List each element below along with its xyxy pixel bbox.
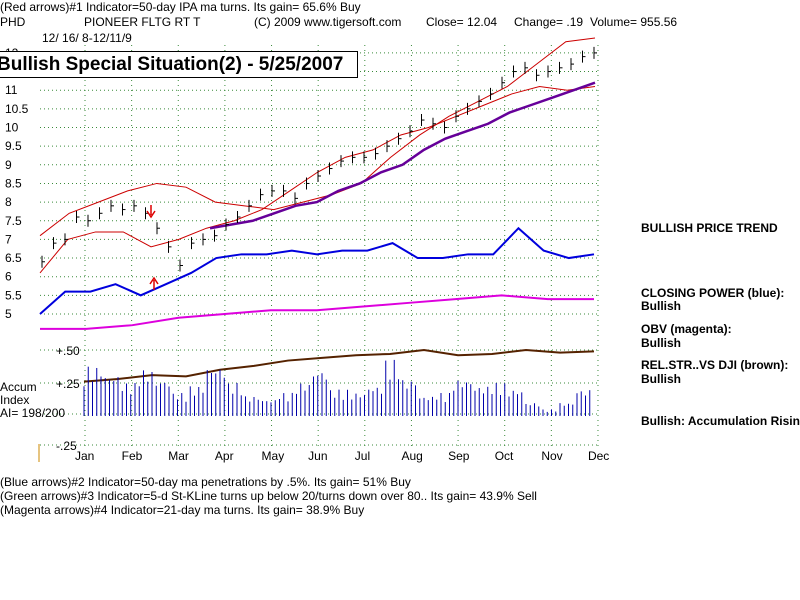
red-sell-arrow xyxy=(146,205,156,219)
price-tick-label: 5.5 xyxy=(5,288,22,302)
obv-line xyxy=(40,294,594,330)
ma50-line xyxy=(209,81,596,230)
accum-tick-m25: -.25 xyxy=(56,439,77,453)
label-closing-power: CLOSING POWER (blue): xyxy=(641,286,785,300)
price-tick-label: 10 xyxy=(5,121,19,135)
month-label: Jun xyxy=(308,449,327,463)
red-buy-arrow xyxy=(149,276,159,290)
price-tick-label: 6 xyxy=(5,270,12,284)
footer-line-3: (Magenta arrows)#4 Indicator=21-day ma t… xyxy=(0,503,365,517)
closing-power-line xyxy=(39,226,595,315)
month-label: Aug xyxy=(401,449,422,463)
price-tick-label: 11 xyxy=(5,83,18,97)
month-label: Oct xyxy=(495,449,514,463)
header-name: PIONEER FLTG RT T xyxy=(84,15,201,29)
index-label: Index xyxy=(0,393,30,407)
header-change: Change= .19 xyxy=(514,15,584,29)
label-obv: OBV (magenta): xyxy=(641,322,732,336)
footer-line-1: (Blue arrows)#2 Indicator=50-day ma pene… xyxy=(0,475,411,489)
header-line-1: (Red arrows)#1 Indicator=50-day IPA ma t… xyxy=(0,0,361,14)
label-closing-power-value: Bullish xyxy=(641,299,682,313)
month-label: Sep xyxy=(448,449,470,463)
month-label: May xyxy=(262,449,285,463)
price-tick-label: 9 xyxy=(5,158,12,172)
month-label: Apr xyxy=(215,449,234,463)
label-obv-value: Bullish xyxy=(641,336,682,350)
accum-tick-p25: +.25 xyxy=(56,377,80,391)
price-tick-label: 7.5 xyxy=(5,214,22,228)
month-label: Jan xyxy=(75,449,94,463)
label-price-trend: BULLISH PRICE TREND xyxy=(641,221,778,235)
header-symbol: PHD xyxy=(0,15,26,29)
price-tick-label: 8 xyxy=(5,195,12,209)
relstr-line xyxy=(83,348,595,383)
chart-banner: Bullish Special Situation(2) - 5/25/2007 xyxy=(0,51,358,78)
month-label: Dec xyxy=(588,449,609,463)
label-relstr-value: Bullish xyxy=(641,372,682,386)
header-close: Close= 12.04 xyxy=(426,15,498,29)
price-tick-label: 8.5 xyxy=(5,176,22,190)
month-label: Nov xyxy=(541,449,562,463)
header-volume: Volume= 955.56 xyxy=(590,15,678,29)
month-label: Feb xyxy=(122,449,143,463)
accum-label: Accum xyxy=(0,380,37,394)
price-tick-label: 5 xyxy=(5,307,12,321)
label-accum: Bullish: Accumulation Rising xyxy=(641,414,800,428)
price-tick-label: 7 xyxy=(5,232,12,246)
header-copyright: (C) 2009 www.tigersoft.com xyxy=(254,15,402,29)
month-label: Jul xyxy=(355,449,370,463)
price-tick-label: 6.5 xyxy=(5,251,22,265)
price-tick-label: 9.5 xyxy=(5,139,22,153)
ai-label: AI= 198/200 xyxy=(0,406,66,420)
header-dates: 12/ 16/ 8-12/11/9 xyxy=(42,31,132,45)
footer-line-2: (Green arrows)#3 Indicator=5-d St-KLine … xyxy=(0,489,537,503)
label-relstr: REL.STR..VS DJI (brown): xyxy=(641,358,789,372)
upper-band-line xyxy=(39,37,596,237)
accum-tick-p50: +.50 xyxy=(56,344,80,358)
price-tick-label: 10.5 xyxy=(5,102,29,116)
month-label: Mar xyxy=(168,449,189,463)
